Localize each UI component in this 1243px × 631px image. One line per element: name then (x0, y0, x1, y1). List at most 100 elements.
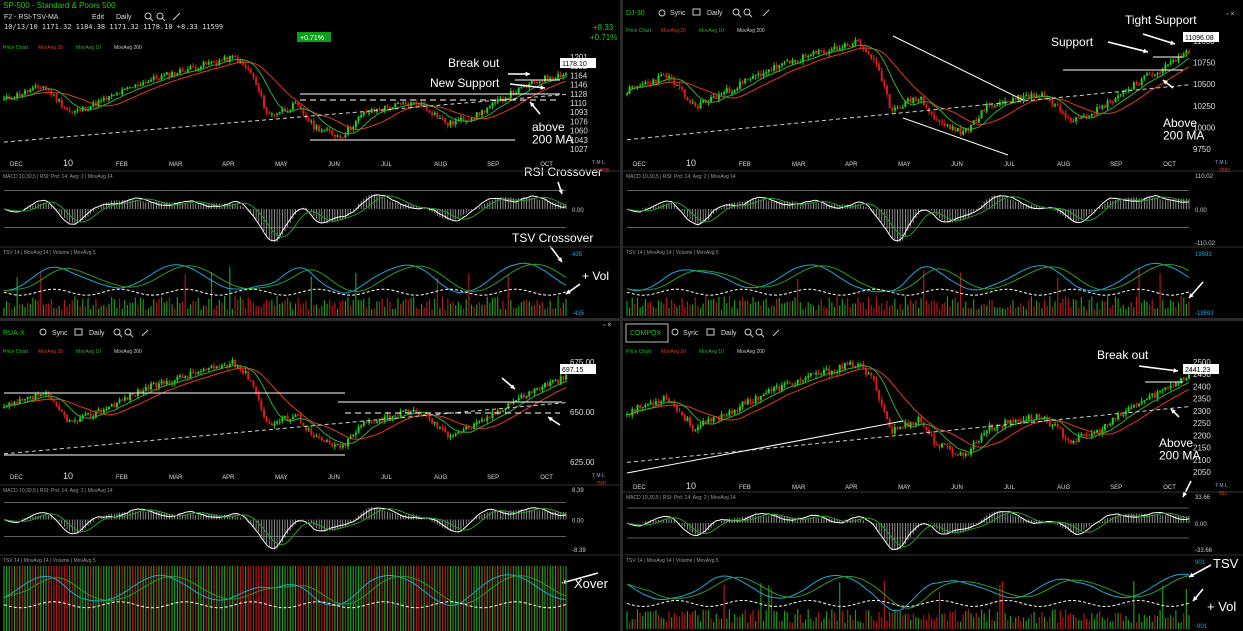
candle-body (354, 432, 357, 435)
month-label: OCT (540, 162, 553, 168)
draw-tool-icon[interactable] (772, 329, 780, 337)
price-scale-label: 1128 (570, 90, 588, 99)
candle-body (1172, 60, 1175, 62)
candle-body (738, 406, 741, 411)
zoom-in-icon[interactable] (144, 12, 154, 22)
svg-text:MovAvg 10: MovAvg 10 (76, 349, 101, 355)
zoom-out-icon[interactable] (124, 328, 134, 338)
candle-body (84, 106, 87, 111)
dj30-price-panel[interactable]: 1100010750105001025010000975011096.08DEC… (626, 13, 1230, 299)
candle-body (273, 423, 276, 426)
month-label: JUL (381, 162, 392, 168)
period-selector[interactable]: Daily (707, 10, 723, 17)
month-label: SEP (487, 475, 499, 481)
candle-body (1103, 424, 1106, 430)
horizontal-splitter[interactable] (0, 318, 1243, 321)
candle-body (815, 51, 818, 54)
layout-selector[interactable]: F2 - RSI-TSV-MA (4, 14, 59, 21)
annotation-arrowhead (1189, 293, 1194, 298)
candle-body (391, 106, 394, 109)
dj30-macd-rsi-panel[interactable]: MACD 10,30,5 | RSI: Prd: 14; Avg: 2 | Mo… (623, 170, 1243, 247)
candle-body (993, 429, 996, 431)
sp500-tsv-volume-panel[interactable]: TSV 14 | MovAvg 14 | Volume | MovAvg 5 43… (0, 246, 620, 317)
vertical-splitter[interactable] (620, 0, 623, 631)
calendar-icon[interactable] (74, 328, 83, 336)
rua-tsv-volume-panel[interactable]: TSV 14 | MovAvg 14 | Volume | MovAvg 5 (0, 554, 620, 631)
candle-body (202, 368, 205, 372)
link-icon[interactable] (671, 328, 679, 336)
candle-body (1051, 98, 1054, 106)
window-controls[interactable]: ▫ × (1226, 11, 1235, 18)
annotation-label: TSV Crossover (512, 231, 593, 245)
candle-body (807, 56, 810, 58)
zoom-out-icon[interactable] (743, 8, 753, 18)
svg-text:▫ ×: ▫ × (1226, 11, 1235, 18)
zoom-out-icon[interactable] (755, 328, 765, 338)
sync-button[interactable]: Sync (683, 330, 699, 337)
zoom-out-icon[interactable] (156, 12, 166, 22)
candle-body (333, 444, 336, 447)
candle-body (749, 78, 752, 80)
link-icon[interactable] (39, 328, 47, 336)
candle-body (218, 60, 221, 65)
compqx-macd-rsi-panel[interactable]: MACD 10,30,5 | RSI: Prd: 14; Avg: 2 | Mo… (623, 491, 1243, 554)
window-controls[interactable]: ▫ × (603, 322, 612, 329)
calendar-icon[interactable] (692, 8, 701, 16)
candle-body (404, 409, 407, 412)
price-scale-label: 1110 (570, 99, 587, 108)
candle-body (249, 69, 252, 74)
candle-body (851, 44, 854, 47)
macd-scale-zero: 0.00 (1195, 522, 1207, 528)
candle-body (744, 79, 747, 84)
annotation-arrowhead (530, 102, 535, 107)
rua-chart-window[interactable]: 675.00 650.00 625.00 697.15 DEC 10 FEB MAR APR MA… (0, 321, 620, 631)
candle-body (880, 399, 883, 406)
link-icon[interactable] (658, 9, 666, 17)
compqx-chart-window[interactable]: 2500 2450 2400 2350 2300 2250 2200 2150 2100 2050… (623, 321, 1243, 631)
edit-button[interactable]: Edit (92, 14, 104, 21)
calendar-icon[interactable] (706, 328, 715, 336)
candle-body (520, 394, 523, 398)
compqx-price-panel[interactable]: 2500 2450 2400 2350 2300 2250 2200 2150 2100 2050… (626, 348, 1239, 614)
draw-tool-icon[interactable] (762, 9, 770, 17)
period-selector[interactable]: Daily (89, 330, 105, 337)
candle-body (770, 388, 773, 392)
zoom-in-icon[interactable] (744, 328, 754, 338)
rua-chart-svg: 675.00 650.00 625.00 697.15 DEC 10 FEB MAR APR MA… (0, 321, 620, 631)
rsi-signal-line (3, 195, 567, 238)
ma200-line (626, 84, 1190, 141)
candle-body (13, 402, 16, 405)
sp500-price-panel[interactable]: 1201118211641146112811101093107610601043… (3, 53, 610, 295)
candle-body (178, 375, 181, 377)
candle-body (79, 417, 82, 422)
candle-body (499, 98, 502, 100)
candle-body (509, 403, 512, 405)
candle-body (689, 417, 692, 426)
candle-body (273, 113, 276, 115)
candle-body (433, 112, 436, 115)
candle-body (828, 51, 831, 54)
zoom-in-icon[interactable] (732, 8, 742, 18)
sync-button[interactable]: Sync (52, 330, 68, 337)
candle-body (696, 426, 699, 430)
rua-macd-rsi-panel[interactable]: MACD 10,30,5 | RSI: Prd: 14; Avg: 2 | Mo… (0, 484, 620, 554)
rua-price-panel[interactable]: 675.00 650.00 625.00 697.15 DEC 10 FEB MAR APR MA… (0, 321, 609, 591)
candle-body (1166, 387, 1169, 389)
period-selector[interactable]: Daily (116, 14, 132, 21)
sp500-chart-window[interactable]: 1201118211641146112811101093107610601043… (0, 0, 620, 318)
symbol-box[interactable] (625, 323, 669, 343)
sp500-macd-rsi-panel[interactable]: MACD 10,30,5 | RSI: Prd: 14; Avg: 2 | Mo… (0, 170, 620, 243)
period-selector[interactable]: Daily (721, 330, 737, 337)
dj30-tsv-volume-panel[interactable]: TSV 14 | MovAvg 14 | Volume | MovAvg 5 19… (623, 246, 1243, 317)
draw-tool-icon[interactable] (172, 12, 181, 21)
candle-body (121, 399, 124, 401)
candle-body (433, 421, 436, 424)
draw-tool-icon[interactable] (141, 329, 149, 337)
zoom-in-icon[interactable] (113, 328, 123, 338)
sync-button[interactable]: Sync (670, 10, 686, 17)
compqx-tsv-volume-panel[interactable]: TSV 14 | MovAvg 14 | Volume | MovAvg 5 90… (623, 554, 1243, 630)
trend-line (626, 420, 904, 474)
dj30-chart-window[interactable]: 1100010750105001025010000975011096.08DEC… (623, 0, 1243, 318)
ma10-line (626, 364, 1190, 453)
candle-body (92, 416, 95, 418)
